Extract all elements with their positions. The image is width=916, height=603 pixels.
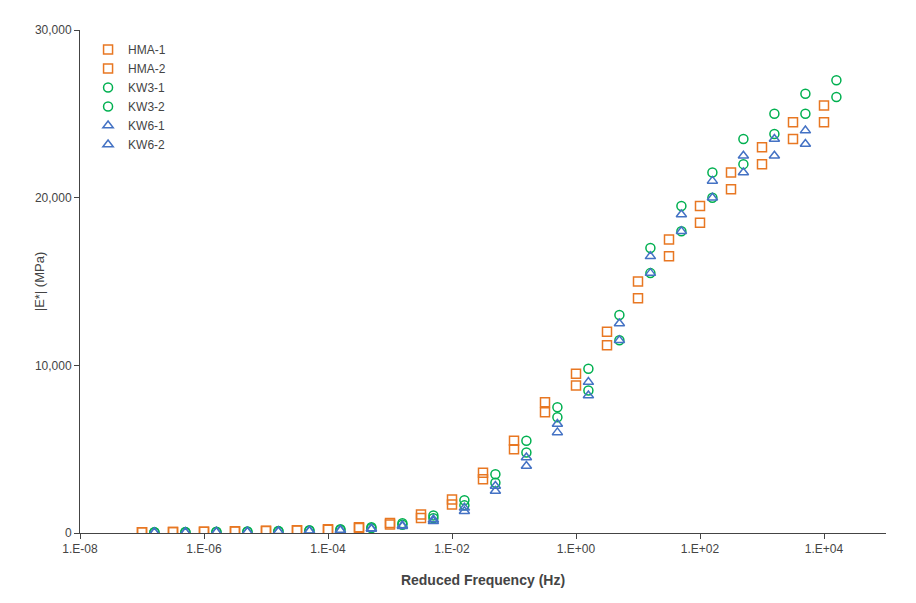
svg-text:KW3-2: KW3-2 <box>128 100 165 114</box>
svg-text:1.E-08: 1.E-08 <box>62 542 98 556</box>
svg-text:20,000: 20,000 <box>35 191 72 205</box>
svg-text:HMA-1: HMA-1 <box>128 43 166 57</box>
svg-text:HMA-2: HMA-2 <box>128 62 166 76</box>
svg-text:1.E-06: 1.E-06 <box>186 542 222 556</box>
svg-text:KW6-1: KW6-1 <box>128 119 165 133</box>
svg-text:|E*| (MPa): |E*| (MPa) <box>32 252 47 311</box>
svg-text:KW3-1: KW3-1 <box>128 81 165 95</box>
svg-text:Reduced Frequency (Hz): Reduced Frequency (Hz) <box>401 572 565 588</box>
svg-text:1.E-04: 1.E-04 <box>310 542 346 556</box>
svg-text:KW6-2: KW6-2 <box>128 138 165 152</box>
svg-text:30,000: 30,000 <box>35 23 72 37</box>
svg-text:10,000: 10,000 <box>35 359 72 373</box>
svg-text:1.E+00: 1.E+00 <box>557 542 596 556</box>
svg-text:0: 0 <box>65 526 72 540</box>
svg-text:1.E+02: 1.E+02 <box>681 542 720 556</box>
svg-text:1.E+04: 1.E+04 <box>805 542 844 556</box>
svg-text:1.E-02: 1.E-02 <box>434 542 470 556</box>
